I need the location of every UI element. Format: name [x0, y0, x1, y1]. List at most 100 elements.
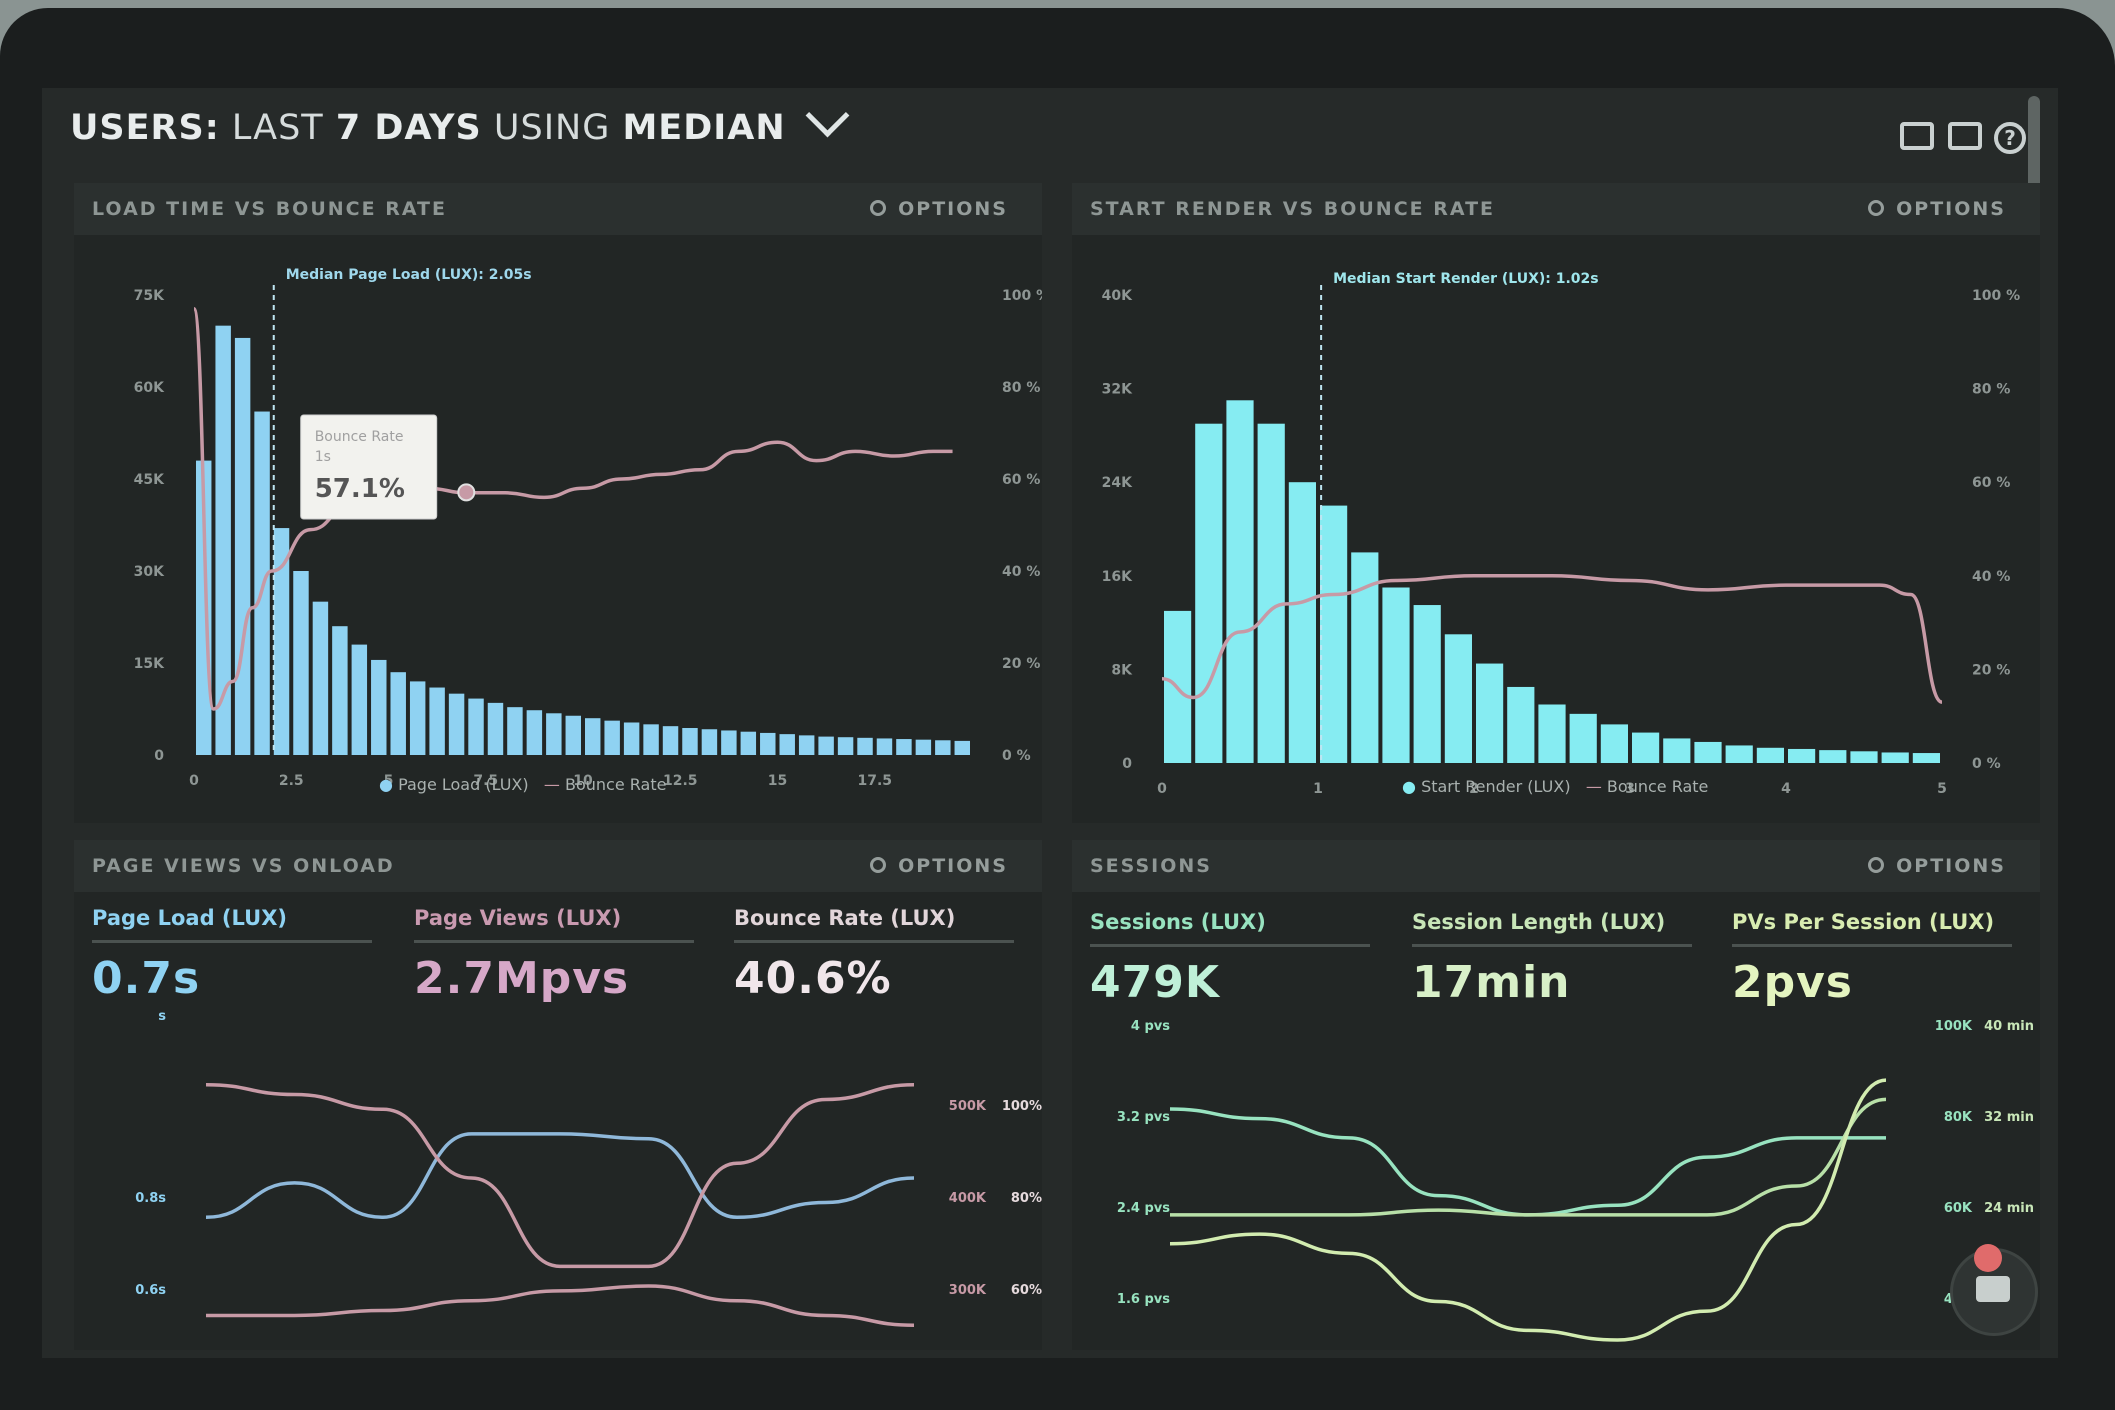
- title-last: LAST: [231, 108, 324, 148]
- start-options-button[interactable]: OPTIONS: [1868, 183, 2006, 235]
- y2-tick-label: 40 %: [1972, 569, 2010, 585]
- bar: [837, 737, 854, 755]
- bar: [1569, 713, 1597, 763]
- x-tick-label: 5: [1937, 781, 1947, 797]
- bar: [915, 739, 932, 755]
- tooltip-title: Bounce Rate: [315, 429, 404, 445]
- tooltip: [300, 414, 438, 520]
- y-tick-label: 16K: [1102, 569, 1133, 585]
- x-tick-label: 2: [1469, 781, 1479, 797]
- y2-tick-label: 20 %: [1972, 662, 2010, 678]
- metric-page-views: Page Views (LUX) 2.7Mpvs: [414, 906, 694, 1004]
- x-tick-label: 1: [1313, 781, 1323, 797]
- metric-selector[interactable]: MEDIAN: [622, 108, 786, 148]
- y-tick-label: 1.6 pvs: [1117, 1292, 1170, 1307]
- y2-tick-label: 80 %: [1002, 380, 1040, 396]
- y2-tick-label: 20 %: [1002, 656, 1040, 672]
- bar: [1850, 751, 1878, 763]
- bar: [1444, 634, 1472, 763]
- y3-tick-label: 80%: [1011, 1191, 1042, 1206]
- image-icon[interactable]: [1948, 122, 1982, 150]
- metric-label: PVs Per Session (LUX): [1732, 910, 2012, 947]
- y-tick-label: 0: [1122, 756, 1132, 772]
- load-time-chart: 0 15K 30K 45K 60K 75K 0 % 20 % 40 % 60 % 80 % 100 %…: [134, 267, 1042, 789]
- notification-badge: [1974, 1244, 2002, 1272]
- desktop-icon[interactable]: [1900, 122, 1934, 150]
- bar: [1725, 745, 1753, 763]
- bar: [682, 728, 698, 755]
- bar: [409, 681, 426, 755]
- bar: [1226, 400, 1254, 763]
- bar: [1320, 505, 1348, 763]
- metric-session-length: Session Length (LUX) 17min: [1412, 910, 1692, 1008]
- title-using: USING: [493, 108, 611, 148]
- tooltip-sub: 1s: [315, 449, 331, 465]
- chat-icon: [1976, 1276, 2010, 1302]
- x-tick-label: 7.5: [473, 773, 498, 789]
- load-panel-title: LOAD TIME VS BOUNCE RATE OPTIONS: [74, 183, 1042, 235]
- series-line: [205, 1082, 915, 1269]
- bar: [1881, 752, 1909, 763]
- help-icon[interactable]: ?: [1994, 122, 2026, 154]
- y2-tick-label: 80K: [1944, 1110, 1973, 1125]
- y2-tick-label: 400K: [949, 1191, 987, 1206]
- range-selector[interactable]: 7 DAYS: [335, 108, 482, 148]
- metric-pvs-per-session: PVs Per Session (LUX) 2pvs: [1732, 910, 2012, 1008]
- y3-tick-label: 100%: [1002, 1099, 1042, 1114]
- bar: [643, 724, 659, 755]
- bar: [896, 739, 912, 755]
- y-tick-label: 60K: [134, 380, 165, 396]
- tooltip-value: 57.1%: [315, 474, 405, 504]
- bar: [818, 736, 834, 755]
- start-panel-title: START RENDER VS BOUNCE RATE OPTIONS: [1072, 183, 2040, 235]
- page-title: USERS: LAST 7 DAYS USING MEDIAN: [70, 93, 850, 148]
- y-tick-label: 2.4 pvs: [1117, 1201, 1170, 1216]
- metric-value: 17min: [1412, 957, 1571, 1008]
- metric-page-load: Page Load (LUX) 0.7s: [92, 906, 372, 1004]
- bar: [876, 738, 893, 755]
- bar: [487, 702, 504, 755]
- y-tick-label: 75K: [134, 288, 165, 304]
- legend-dot-icon: ●: [379, 775, 393, 794]
- y2-tick-label: 300K: [949, 1283, 987, 1298]
- legend-start-render: Start Render (LUX): [1421, 777, 1571, 796]
- y2-tick-label: 100K: [1935, 1019, 1973, 1034]
- metric-label: Bounce Rate (LUX): [734, 906, 1014, 943]
- y-tick-label: 45K: [134, 472, 165, 488]
- pageviews-options-button[interactable]: OPTIONS: [870, 840, 1008, 892]
- y2-tick-label: 40 %: [1002, 564, 1040, 580]
- sessions-panel: SESSIONS OPTIONS Sessions (LUX) 479K Ses…: [1072, 840, 2040, 1350]
- legend-dot-icon: ●: [1402, 777, 1416, 796]
- chevron-down-icon[interactable]: [805, 93, 850, 138]
- y-tick-label: 15K: [134, 656, 165, 672]
- y-unit-label: s: [158, 1010, 166, 1024]
- sessions-options-button[interactable]: OPTIONS: [1868, 840, 2006, 892]
- y-tick-label: 3.2 pvs: [1117, 1110, 1170, 1125]
- bar: [429, 687, 445, 755]
- y2-tick-label: 100 %: [1972, 288, 2020, 304]
- start-render-panel: START RENDER VS BOUNCE RATE OPTIONS 0 8K 1…: [1072, 183, 2040, 823]
- load-options-button[interactable]: OPTIONS: [870, 183, 1008, 235]
- bar: [857, 737, 873, 755]
- bar: [448, 693, 465, 755]
- series-line: [205, 1132, 915, 1220]
- bar: [1538, 704, 1566, 763]
- bar: [604, 720, 620, 755]
- y2-tick-label: 0 %: [1972, 756, 2001, 772]
- metric-label: Page Load (LUX): [92, 906, 372, 943]
- y-tick-label: 30K: [134, 564, 165, 580]
- y-tick-label: 32K: [1102, 382, 1133, 398]
- bar: [293, 571, 309, 755]
- bar: [215, 325, 231, 755]
- bar: [468, 698, 484, 755]
- bar: [1912, 753, 1940, 763]
- load-legend: ● Page Load (LUX) — Bounce Rate: [379, 775, 666, 794]
- metric-bounce-rate: Bounce Rate (LUX) 40.6%: [734, 906, 1014, 1004]
- bar: [662, 726, 679, 755]
- y2-tick-label: 0 %: [1002, 748, 1031, 764]
- metric-value: 0.7s: [92, 953, 201, 1004]
- metric-sessions: Sessions (LUX) 479K: [1090, 910, 1370, 1008]
- x-tick-label: 17.5: [857, 773, 892, 789]
- pageviews-panel-title: PAGE VIEWS VS ONLOAD OPTIONS: [74, 840, 1042, 892]
- y-tick-label: 4 pvs: [1131, 1019, 1170, 1034]
